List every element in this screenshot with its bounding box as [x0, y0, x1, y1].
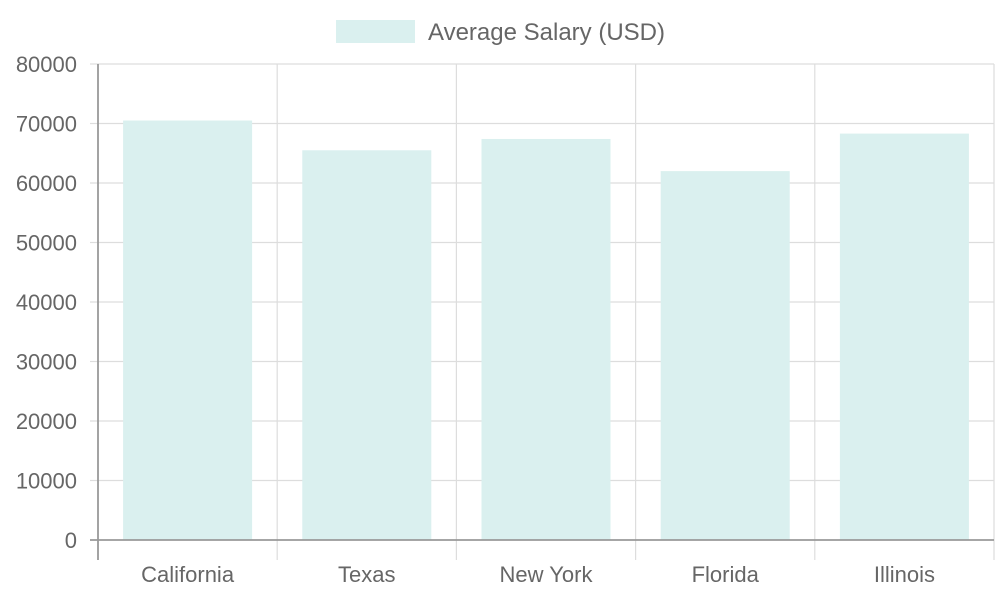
y-axis-ticks: 0 10000 20000 30000 40000 50000 60000 70000 8000…: [16, 52, 77, 553]
y-tick-label: 30000: [16, 350, 77, 375]
bar-florida[interactable]: [660, 171, 790, 540]
legend-swatch[interactable]: [336, 20, 415, 43]
y-tick-label: 20000: [16, 409, 77, 434]
bar-texas[interactable]: [302, 150, 432, 540]
x-axis-ticks: California Texas New York Florida Illinois: [141, 562, 935, 587]
y-tick-label: 80000: [16, 52, 77, 77]
legend-label[interactable]: Average Salary (USD): [428, 19, 665, 46]
y-tick-label: 60000: [16, 171, 77, 196]
x-tick-label: California: [141, 562, 235, 587]
x-tick-label: Florida: [692, 562, 760, 587]
x-tick-label: New York: [500, 562, 594, 587]
bar-new-york[interactable]: [481, 138, 611, 540]
x-tick-label: Illinois: [874, 562, 935, 587]
y-tick-label: 50000: [16, 231, 77, 256]
y-tick-label: 0: [65, 528, 77, 553]
x-tick-label: Texas: [338, 562, 395, 587]
bars: [123, 120, 969, 541]
legend[interactable]: Average Salary (USD): [336, 19, 665, 46]
bar-california[interactable]: [123, 120, 253, 541]
axes: [90, 64, 994, 560]
y-tick-label: 70000: [16, 112, 77, 137]
bar-illinois[interactable]: [839, 133, 969, 541]
y-tick-label: 10000: [16, 469, 77, 494]
y-tick-label: 40000: [16, 290, 77, 315]
